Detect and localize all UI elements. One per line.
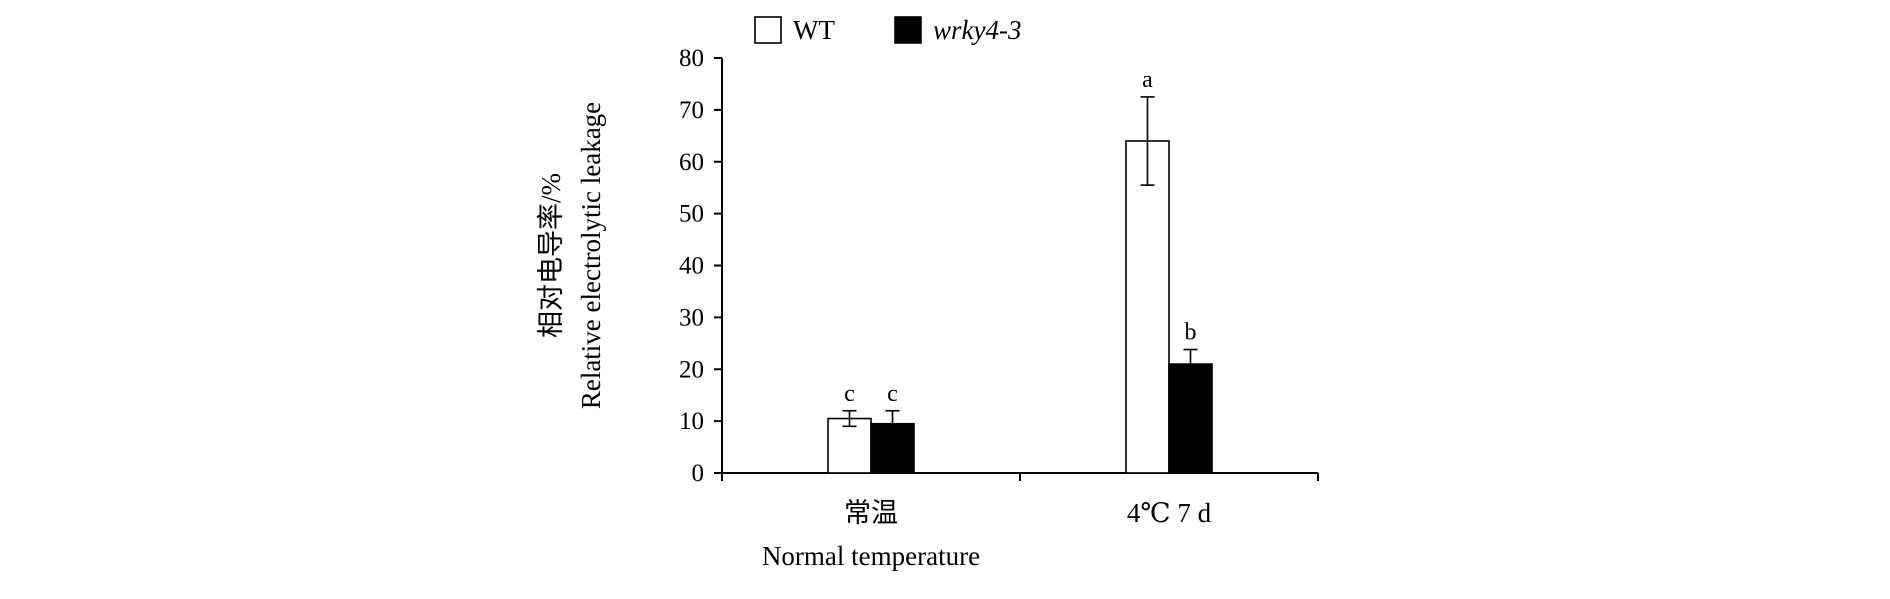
legend: WT wrky4-3	[754, 15, 1021, 45]
bars: c c a b	[827, 67, 1213, 474]
y-axis-title-chinese: 相对电导率/%	[536, 173, 566, 338]
y-tick-label: 70	[679, 97, 704, 124]
y-axis-title: 相对电导率/% Relative electrolytic leakage	[536, 102, 606, 409]
y-tick-label: 20	[679, 356, 704, 383]
x-category-sublabel: Normal temperature	[762, 541, 980, 571]
y-tick-label: 50	[679, 201, 704, 228]
bar-wrky4-3-1	[1168, 363, 1213, 474]
significance-label: c	[887, 381, 898, 407]
y-axis-title-english: Relative electrolytic leakage	[576, 102, 606, 409]
x-axis-labels: 常温 Normal temperature 4℃ 7 d	[762, 498, 1212, 571]
significance-label: c	[844, 381, 855, 407]
legend-swatch	[894, 16, 922, 44]
x-category-label: 4℃ 7 d	[1127, 498, 1212, 528]
y-tick-label: 40	[679, 253, 704, 280]
legend-swatch	[754, 16, 782, 44]
bar-wrky4-3-0	[870, 422, 915, 474]
significance-label: b	[1185, 320, 1197, 346]
y-tick-label: 80	[679, 45, 704, 72]
legend-label: WT	[793, 15, 835, 45]
y-axis-ticks: 0 10 20 30 40 50 60 70 80	[679, 45, 722, 487]
legend-label: wrky4-3	[933, 15, 1021, 45]
bar-wt-1	[1125, 140, 1170, 474]
x-category-label: 常温	[844, 498, 898, 528]
y-tick-label: 10	[679, 408, 704, 435]
significance-label: a	[1142, 67, 1153, 93]
y-tick-label: 0	[692, 460, 705, 487]
y-tick-label: 60	[679, 149, 704, 176]
y-tick-label: 30	[679, 304, 704, 331]
axes	[721, 58, 1319, 481]
